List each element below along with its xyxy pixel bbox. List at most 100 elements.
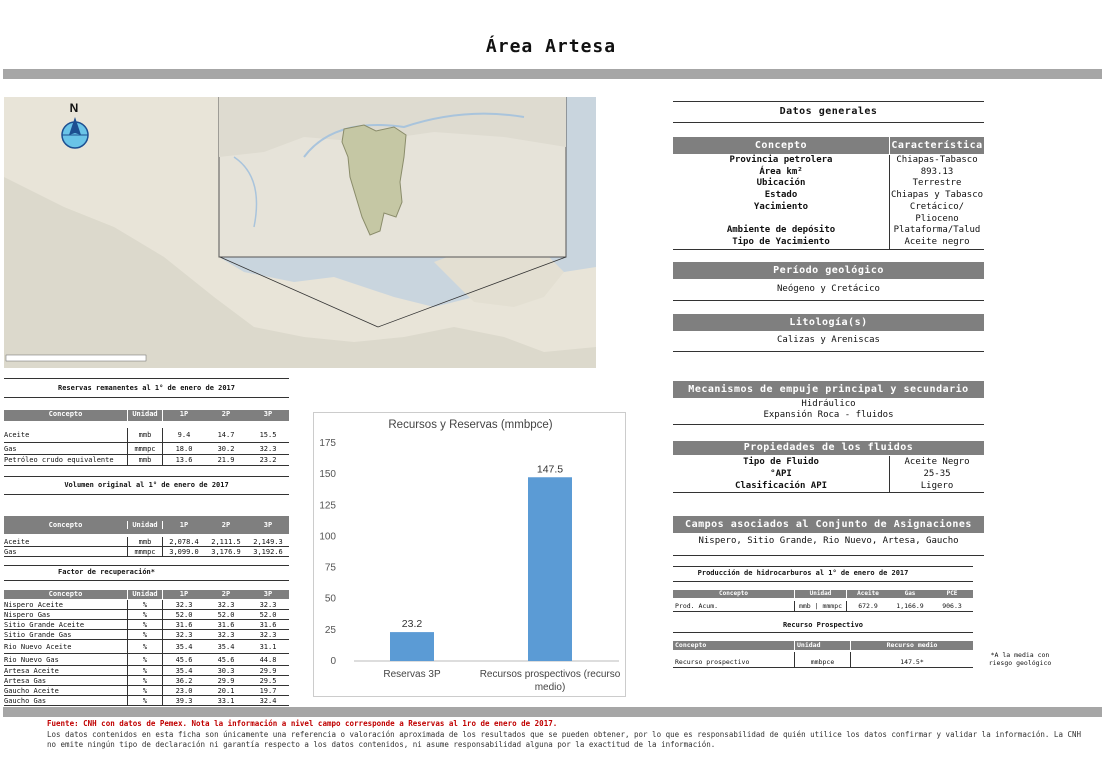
- table-row: Nispero Gas% 52.0 52.0 52.0: [4, 610, 289, 620]
- col-recurso-medio: Recurso medio: [886, 641, 938, 649]
- periodo-title: Período geológico: [673, 262, 984, 279]
- map-graphic: [4, 97, 596, 368]
- recurso-header: Concepto Unidad Recurso medio: [673, 641, 973, 650]
- table-row: Gaucho Gas% 39.3 33.1 32.4: [4, 696, 289, 706]
- table-cell: Nispero Aceite: [4, 600, 128, 609]
- table-cell: 39.3: [175, 697, 193, 705]
- mecanismos-line1: Hidráulico: [801, 399, 856, 409]
- table-cell: 23.0: [175, 687, 193, 695]
- table-row: Tipo de Yacimiento Aceite negro: [673, 236, 984, 249]
- table-cell: Gaucho Aceite: [4, 686, 128, 695]
- col-pce: PCE: [946, 590, 958, 597]
- row-value: Aceite negro: [904, 236, 970, 247]
- y-tick-label: 100: [319, 531, 336, 542]
- cell: mmb | mmmpc: [795, 601, 847, 611]
- footer-disclaimer: Los datos contenidos en esta ficha son ú…: [47, 730, 1082, 749]
- row-label: Área km²: [673, 166, 890, 179]
- chart-plot: 0 25 50 75 100 125 150 175 23.2 147.5 Reservas 3P R…: [319, 438, 620, 693]
- col-unidad: Unidad: [128, 410, 163, 421]
- table-row: Artesa Gas% 36.2 29.9 29.5: [4, 676, 289, 686]
- table-row: Área km² 893.13: [673, 166, 984, 179]
- table-cell: 2,149.3: [253, 538, 283, 546]
- col-2p: 2P: [221, 590, 231, 598]
- table-cell: %: [128, 654, 163, 665]
- row-value: 25-35: [923, 469, 951, 479]
- y-tick-label: 50: [325, 594, 337, 605]
- volumen-table: Aceite mmb 2,078.4 2,111.5 2,149.3 Gas mmmpc 3,…: [4, 537, 289, 557]
- litologia-title: Litología(s): [673, 314, 984, 331]
- generales-title: Datos generales: [779, 106, 878, 117]
- table-cell: 31.6: [259, 621, 277, 629]
- table-cell: Artesa Gas: [4, 676, 128, 685]
- row-value: Plataforma/Talud: [893, 225, 981, 236]
- factor-header: Concepto Unidad 1P 2P 3P: [4, 590, 289, 599]
- table-cell: 35.4: [175, 643, 193, 651]
- table-cell: 31.6: [217, 621, 235, 629]
- table-cell: Rio Nuevo Aceite: [4, 640, 128, 653]
- table-cell: 32.3: [259, 445, 277, 453]
- cell: 147.5*: [900, 658, 924, 666]
- table-cell: 3,099.0: [169, 548, 199, 556]
- campos-value: Nispero, Sitio Grande, Rio Nuevo, Artesa…: [698, 536, 959, 546]
- table-row: °API 25-35: [673, 468, 984, 480]
- table-cell: 44.8: [259, 656, 277, 664]
- table-cell: 18.0: [175, 445, 193, 453]
- col-2p: 2P: [221, 521, 231, 529]
- cell: Prod. Acum.: [673, 601, 795, 611]
- table-row: Yacimiento Cretácico/ Plioceno: [673, 201, 984, 226]
- col-unidad: Unidad: [795, 590, 847, 598]
- y-tick-label: 175: [319, 438, 336, 449]
- table-row: Aceite mmb 2,078.4 2,111.5 2,149.3: [4, 537, 289, 547]
- table-cell: Aceite: [4, 537, 128, 546]
- table-row: Petróleo crudo equivalente mmb 13.6 21.9 23.…: [4, 455, 289, 466]
- table-row: Aceite mmb 9.4 14.7 15.5: [4, 428, 289, 443]
- mecanismos-line2: Expansión Roca - fluidos: [763, 410, 894, 420]
- compass-icon: [61, 117, 89, 149]
- table-cell: 29.5: [259, 677, 277, 685]
- col-concepto: Concepto: [4, 590, 128, 599]
- table-cell: 31.6: [175, 621, 193, 629]
- table-cell: mmb: [128, 428, 163, 442]
- table-cell: Gaucho Gas: [4, 696, 128, 705]
- fluidos-table: Tipo de Fluido Aceite Negro °API 25-35 Clasi…: [673, 456, 984, 493]
- table-row: Ambiente de depósito Plataforma/Talud: [673, 225, 984, 237]
- col-aceite: Aceite: [857, 590, 879, 597]
- table-cell: 32.3: [259, 601, 277, 609]
- factor-table: Nispero Aceite% 32.3 32.3 32.3 Nispero Gas% 5…: [4, 600, 289, 706]
- reservas-title: Reservas remanentes al 1° de enero de 20…: [57, 384, 235, 392]
- location-map[interactable]: N: [4, 97, 596, 368]
- table-cell: 32.4: [259, 697, 277, 705]
- y-tick-label: 125: [319, 500, 336, 511]
- resources-chart: Recursos y Reservas (mmbpce) 0 25 50 75 100 1…: [313, 412, 626, 697]
- table-cell: 45.6: [175, 656, 193, 664]
- litologia-value: Calizas y Areniscas: [777, 335, 880, 345]
- col-concepto: Concepto: [673, 137, 890, 154]
- table-cell: 35.4: [217, 643, 235, 651]
- table-cell: %: [128, 640, 163, 653]
- volumen-title: Volumen original al 1° de enero de 2017: [64, 481, 229, 489]
- page-title: Área Artesa: [485, 36, 617, 57]
- row-label: Tipo de Yacimiento: [673, 236, 890, 249]
- table-cell: mmmpc: [128, 547, 163, 556]
- col-gas: Gas: [904, 590, 916, 597]
- table-cell: 35.4: [175, 667, 193, 675]
- table-row: Tipo de Fluido Aceite Negro: [673, 456, 984, 468]
- row-label: Yacimiento: [673, 201, 890, 226]
- bottom-divider: [3, 707, 1102, 717]
- row-label: Estado: [673, 190, 890, 202]
- table-row: Rio Nuevo Aceite% 35.4 35.4 31.1: [4, 640, 289, 654]
- table-row: Estado Chiapas y Tabasco: [673, 190, 984, 202]
- table-cell: %: [128, 686, 163, 695]
- table-cell: Gas: [4, 443, 128, 454]
- recurso-note: *A la media con riesgo geológico: [988, 651, 1052, 667]
- table-cell: %: [128, 600, 163, 609]
- cell: 906.3: [942, 602, 962, 610]
- table-cell: 21.9: [217, 456, 235, 464]
- col-3p: 3P: [263, 521, 273, 529]
- table-row: Artesa Aceite% 35.4 30.3 29.9: [4, 666, 289, 676]
- table-cell: 31.1: [259, 643, 277, 651]
- table-cell: 23.2: [259, 456, 277, 464]
- category-label: Reservas 3P: [383, 669, 441, 680]
- table-cell: %: [128, 696, 163, 705]
- table-cell: mmb: [128, 537, 163, 546]
